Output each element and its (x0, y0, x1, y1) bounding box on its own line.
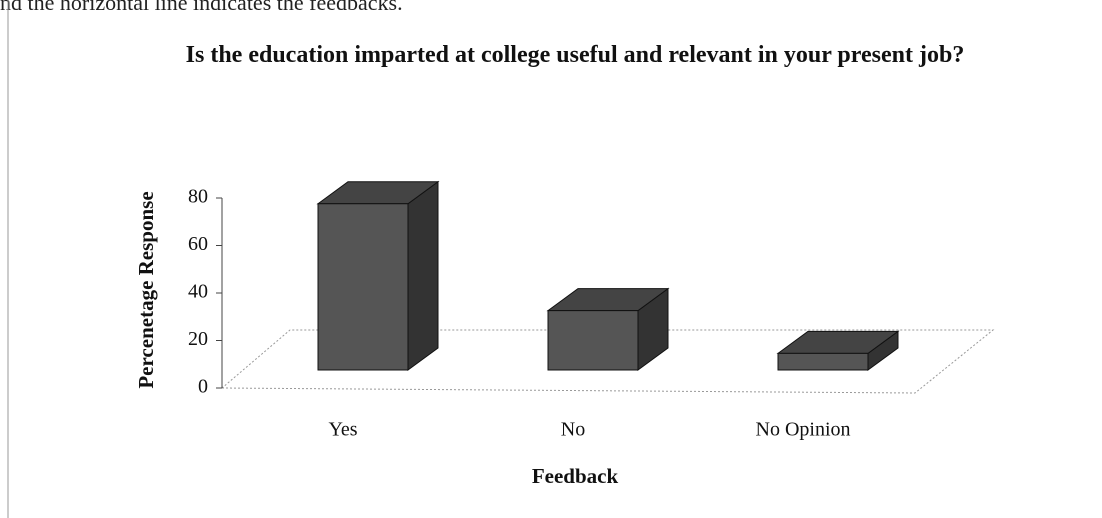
x-axis-label: Feedback (532, 464, 619, 488)
y-tick-label: 0 (198, 376, 208, 398)
floor (220, 329, 995, 394)
x-tick-label: No Opinion (756, 419, 851, 441)
bar-side (407, 180, 439, 371)
bar (777, 352, 869, 371)
x-tick-label: Yes (328, 419, 357, 441)
intro-text: nd the horizontal line indicates the fee… (0, 0, 403, 15)
bar (547, 310, 639, 371)
y-tick-label: 80 (188, 186, 208, 208)
y-tick-label: 20 (188, 328, 208, 350)
y-axis-label: Percenetage Response (134, 191, 158, 388)
y-tick-label: 40 (188, 281, 208, 303)
chart-title: Is the education imparted at college use… (185, 42, 965, 68)
x-tick-label: No (561, 419, 585, 441)
y-tick-label: 60 (188, 233, 208, 255)
bar (317, 203, 409, 371)
